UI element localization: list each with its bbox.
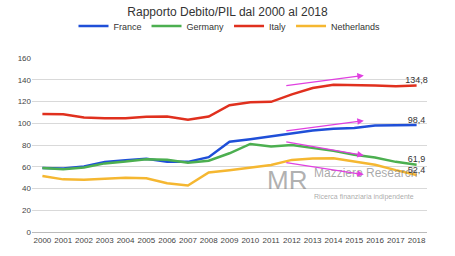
svg-text:2007: 2007: [179, 236, 197, 245]
svg-text:2005: 2005: [137, 236, 155, 245]
svg-text:120: 120: [18, 97, 32, 106]
svg-text:Mazziero Research: Mazziero Research: [314, 166, 417, 180]
svg-text:80: 80: [22, 141, 31, 150]
svg-text:2016: 2016: [366, 236, 384, 245]
svg-text:2000: 2000: [33, 236, 51, 245]
svg-text:2017: 2017: [387, 236, 405, 245]
svg-text:2003: 2003: [96, 236, 114, 245]
svg-text:20: 20: [22, 206, 31, 215]
svg-text:2010: 2010: [241, 236, 259, 245]
svg-text:Rapporto Debito/PIL dal 2000 a: Rapporto Debito/PIL dal 2000 al 2018: [127, 5, 328, 19]
svg-text:2004: 2004: [117, 236, 135, 245]
svg-text:Netherlands: Netherlands: [331, 22, 380, 32]
svg-text:2006: 2006: [158, 236, 176, 245]
svg-text:2013: 2013: [304, 236, 322, 245]
svg-text:160: 160: [18, 54, 32, 63]
svg-text:2018: 2018: [408, 236, 426, 245]
svg-text:Ricerca finanziaria indipenden: Ricerca finanziaria indipendente: [314, 193, 414, 201]
svg-text:61,9: 61,9: [408, 154, 426, 164]
svg-text:98,4: 98,4: [408, 115, 426, 125]
svg-text:60: 60: [22, 163, 31, 172]
svg-text:Italy: Italy: [269, 22, 286, 32]
svg-text:2009: 2009: [221, 236, 239, 245]
svg-text:2011: 2011: [262, 236, 280, 245]
svg-text:2015: 2015: [345, 236, 363, 245]
svg-text:0: 0: [27, 228, 32, 237]
svg-text:40: 40: [22, 184, 31, 193]
svg-text:2001: 2001: [54, 236, 72, 245]
svg-text:134,8: 134,8: [405, 75, 428, 85]
svg-text:52,4: 52,4: [408, 165, 426, 175]
svg-text:Germany: Germany: [187, 22, 225, 32]
svg-text:MR: MR: [267, 165, 307, 195]
svg-text:2008: 2008: [200, 236, 218, 245]
svg-text:100: 100: [18, 119, 32, 128]
svg-text:France: France: [114, 22, 142, 32]
svg-text:2014: 2014: [325, 236, 343, 245]
svg-text:2002: 2002: [75, 236, 93, 245]
svg-text:140: 140: [18, 76, 32, 85]
svg-text:2012: 2012: [283, 236, 301, 245]
